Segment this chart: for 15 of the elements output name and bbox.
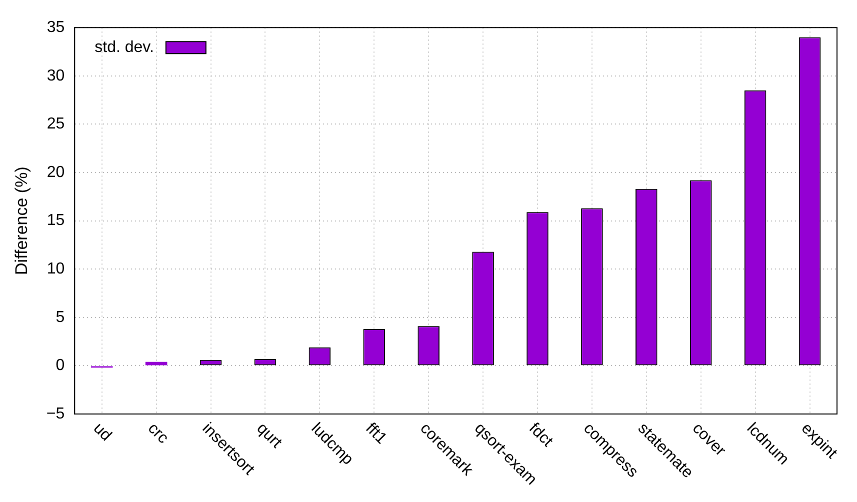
x-tick-label: ud bbox=[90, 420, 115, 445]
x-tick-label: crc bbox=[144, 420, 172, 448]
y-tick-label: 25 bbox=[46, 116, 65, 133]
y-tick-label: −5 bbox=[46, 405, 65, 422]
y-tick-label: 20 bbox=[46, 164, 65, 181]
x-tick-label: fft1 bbox=[362, 420, 390, 448]
y-tick-label: 10 bbox=[46, 260, 65, 278]
y-tick-label: 0 bbox=[56, 357, 65, 374]
legend-label: std. dev. bbox=[94, 39, 154, 56]
x-tick-label: qurt bbox=[253, 420, 286, 452]
y-tick-label: 15 bbox=[46, 212, 65, 230]
y-tick-label: 30 bbox=[46, 67, 65, 84]
y-tick-label: 35 bbox=[46, 19, 65, 36]
y-axis-title: Difference (%) bbox=[12, 166, 31, 275]
y-tick-label: 5 bbox=[56, 308, 65, 326]
